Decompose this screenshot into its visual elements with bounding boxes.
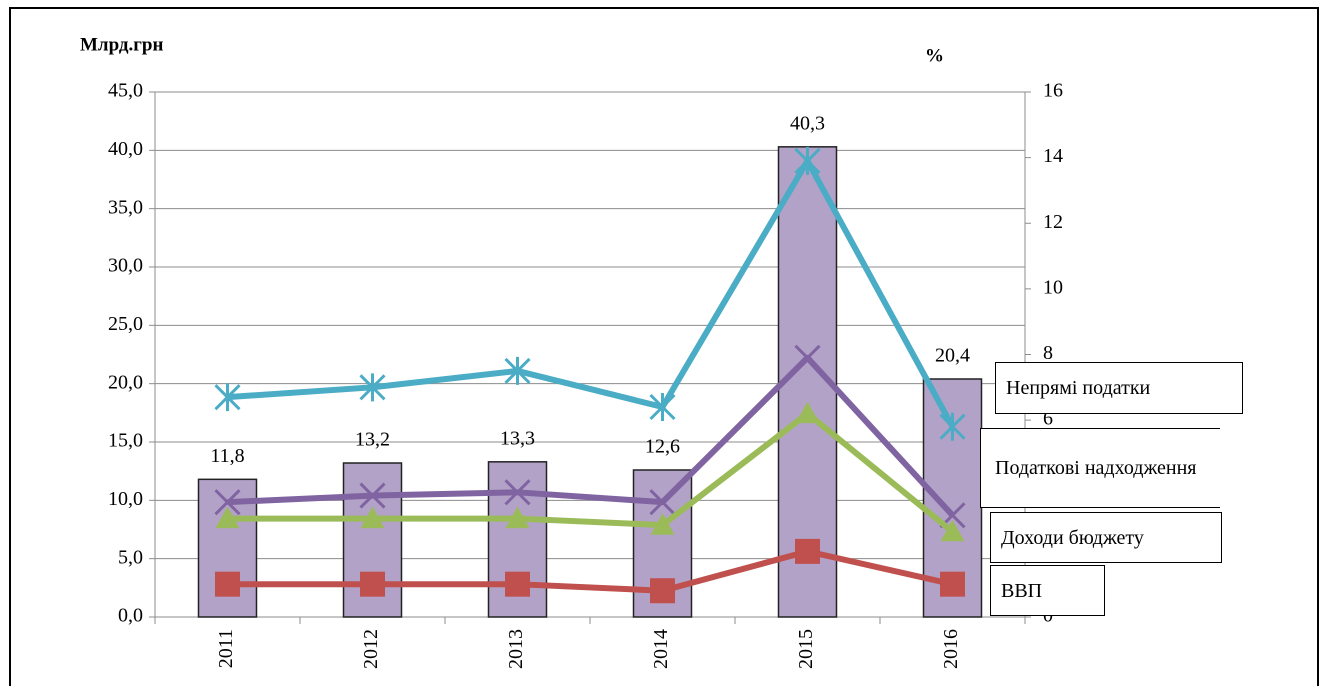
- x-tick-label: 2014: [650, 629, 672, 669]
- marker: [214, 489, 241, 516]
- value-label: 40,3: [790, 112, 825, 134]
- marker: [939, 412, 966, 441]
- value-label: 13,2: [355, 429, 390, 451]
- marker: [504, 356, 531, 385]
- marker: [649, 393, 676, 421]
- y-tick-label: 15,0: [108, 430, 143, 452]
- marker: [505, 571, 530, 597]
- x-tick-label: 2012: [360, 629, 382, 669]
- marker: [650, 578, 675, 604]
- line: [227, 548, 954, 594]
- y2-tick-label: 12: [1043, 211, 1063, 233]
- marker: [215, 506, 240, 529]
- x-tick-label: 2011: [215, 629, 237, 668]
- marker: [359, 373, 386, 402]
- y-tick-label: 0,0: [118, 605, 143, 627]
- y-tick-label: 5,0: [118, 546, 143, 568]
- line: [227, 410, 955, 535]
- x-tick-label: 2016: [940, 629, 962, 669]
- y2-tick-label: 10: [1043, 276, 1063, 298]
- y2-axis-title: %: [925, 45, 944, 66]
- marker: [794, 146, 821, 175]
- value-label: 13,3: [500, 427, 535, 449]
- line: [227, 354, 955, 518]
- marker: [650, 513, 675, 535]
- y-tick-label: 40,0: [108, 138, 143, 160]
- marker: [649, 489, 676, 516]
- marker: [795, 401, 820, 424]
- y2-tick-label: 16: [1043, 80, 1063, 102]
- marker: [214, 383, 241, 412]
- marker: [505, 506, 530, 529]
- marker: [360, 571, 385, 597]
- marker: [795, 538, 820, 564]
- legend-entry: Податкові надходження: [980, 428, 1220, 508]
- y-tick-label: 30,0: [108, 255, 143, 277]
- marker: [794, 344, 821, 371]
- frame: [9, 7, 1319, 686]
- y-tick-label: 25,0: [108, 313, 143, 335]
- marker: [940, 571, 965, 597]
- y-tick-label: 35,0: [108, 196, 143, 218]
- line: [227, 157, 956, 429]
- marker: [359, 482, 386, 509]
- y2-tick-label: 8: [1043, 342, 1053, 364]
- y-axis-title: Млрд.грн: [80, 34, 163, 55]
- x-tick-label: 2015: [795, 629, 817, 669]
- y2-tick-label: 14: [1043, 145, 1063, 167]
- legend-entry: ВВП: [990, 565, 1105, 616]
- marker: [504, 479, 531, 506]
- y-tick-label: 20,0: [108, 371, 143, 393]
- x-tick-label: 2013: [505, 629, 527, 669]
- marker: [940, 519, 965, 542]
- legend-entry: Доходи бюджету: [990, 512, 1222, 563]
- marker: [360, 506, 385, 529]
- marker: [215, 571, 240, 597]
- value-label: 12,6: [645, 436, 680, 458]
- value-label: 20,4: [935, 345, 970, 367]
- legend-entry: Непрямі податки: [995, 362, 1243, 414]
- y2-tick-label: 6: [1043, 408, 1053, 430]
- value-label: 11,8: [210, 445, 244, 467]
- y-tick-label: 10,0: [108, 488, 143, 510]
- y-tick-label: 45,0: [108, 80, 143, 102]
